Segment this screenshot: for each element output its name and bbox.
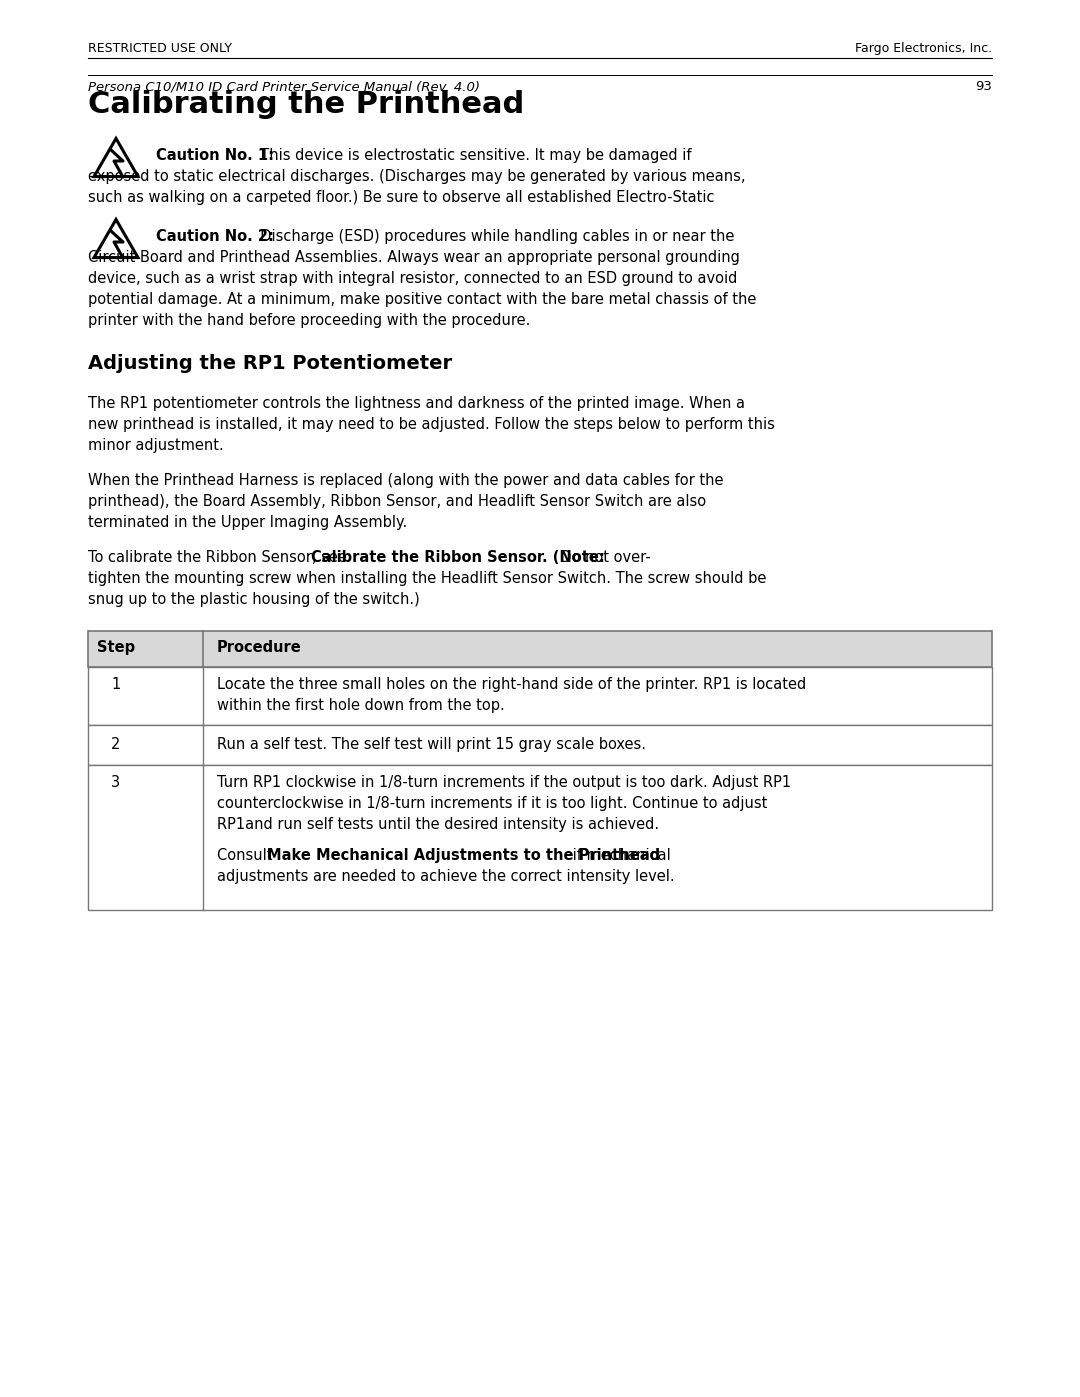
Text: Run a self test. The self test will print 15 gray scale boxes.: Run a self test. The self test will prin… [217,738,646,752]
Text: Procedure: Procedure [217,640,301,655]
Text: device, such as a wrist strap with integral resistor, connected to an ESD ground: device, such as a wrist strap with integ… [87,271,738,286]
Text: When the Printhead Harness is replaced (along with the power and data cables for: When the Printhead Harness is replaced (… [87,474,724,488]
Text: counterclockwise in 1/8-turn increments if it is too light. Continue to adjust: counterclockwise in 1/8-turn increments … [217,796,768,812]
Text: Locate the three small holes on the right-hand side of the printer. RP1 is locat: Locate the three small holes on the righ… [217,678,807,692]
Text: The RP1 potentiometer controls the lightness and darkness of the printed image. : The RP1 potentiometer controls the light… [87,395,745,411]
Text: Persona C10/M10 ID Card Printer Service Manual (Rev. 4.0): Persona C10/M10 ID Card Printer Service … [87,80,480,94]
Text: snug up to the plastic housing of the switch.): snug up to the plastic housing of the sw… [87,592,420,608]
Text: Calibrate the Ribbon Sensor. (Note:: Calibrate the Ribbon Sensor. (Note: [311,550,605,564]
Text: Do not over-: Do not over- [551,550,650,564]
Text: minor adjustment.: minor adjustment. [87,439,224,453]
Text: To calibrate the Ribbon Sensor, see: To calibrate the Ribbon Sensor, see [87,550,351,564]
Text: adjustments are needed to achieve the correct intensity level.: adjustments are needed to achieve the co… [217,869,675,884]
Text: tighten the mounting screw when installing the Headlift Sensor Switch. The screw: tighten the mounting screw when installi… [87,571,767,585]
Text: 1: 1 [111,678,121,692]
Text: within the first hole down from the top.: within the first hole down from the top. [217,698,504,712]
Text: printhead), the Board Assembly, Ribbon Sensor, and Headlift Sensor Switch are al: printhead), the Board Assembly, Ribbon S… [87,495,706,509]
Text: 2: 2 [111,738,121,752]
Bar [87,725,993,766]
Text: new printhead is installed, it may need to be adjusted. Follow the steps below t: new printhead is installed, it may need … [87,416,774,432]
Text: RESTRICTED USE ONLY: RESTRICTED USE ONLY [87,42,232,54]
Bar [87,631,993,666]
Text: Consult: Consult [217,848,278,863]
Text: RP1and run self tests until the desired intensity is achieved.: RP1and run self tests until the desired … [217,817,659,833]
Bar [87,666,993,725]
Text: Fargo Electronics, Inc.: Fargo Electronics, Inc. [855,42,993,54]
Text: 93: 93 [975,80,993,94]
Text: potential damage. At a minimum, make positive contact with the bare metal chassi: potential damage. At a minimum, make pos… [87,292,756,307]
Text: Calibrating the Printhead: Calibrating the Printhead [87,89,524,119]
Text: Discharge (ESD) procedures while handling cables in or near the: Discharge (ESD) procedures while handlin… [252,229,734,244]
Text: printer with the hand before proceeding with the procedure.: printer with the hand before proceeding … [87,313,530,328]
Text: if mechanical: if mechanical [568,848,671,863]
Text: Caution No. 1:: Caution No. 1: [156,148,274,163]
Text: Step: Step [97,640,135,655]
Text: exposed to static electrical discharges. (Discharges may be generated by various: exposed to static electrical discharges.… [87,169,745,184]
Text: terminated in the Upper Imaging Assembly.: terminated in the Upper Imaging Assembly… [87,515,407,529]
Bar [87,766,993,909]
Text: Caution No. 2:: Caution No. 2: [156,229,274,244]
Text: Adjusting the RP1 Potentiometer: Adjusting the RP1 Potentiometer [87,353,453,373]
Text: This device is electrostatic sensitive. It may be damaged if: This device is electrostatic sensitive. … [252,148,691,163]
Text: such as walking on a carpeted floor.) Be sure to observe all established Electro: such as walking on a carpeted floor.) Be… [87,190,715,205]
Text: Make Mechanical Adjustments to the Printhead: Make Mechanical Adjustments to the Print… [267,848,660,863]
Text: Turn RP1 clockwise in 1/8-turn increments if the output is too dark. Adjust RP1: Turn RP1 clockwise in 1/8-turn increment… [217,775,792,789]
Text: Circuit Board and Printhead Assemblies. Always wear an appropriate personal grou: Circuit Board and Printhead Assemblies. … [87,250,740,265]
Text: 3: 3 [111,775,121,789]
